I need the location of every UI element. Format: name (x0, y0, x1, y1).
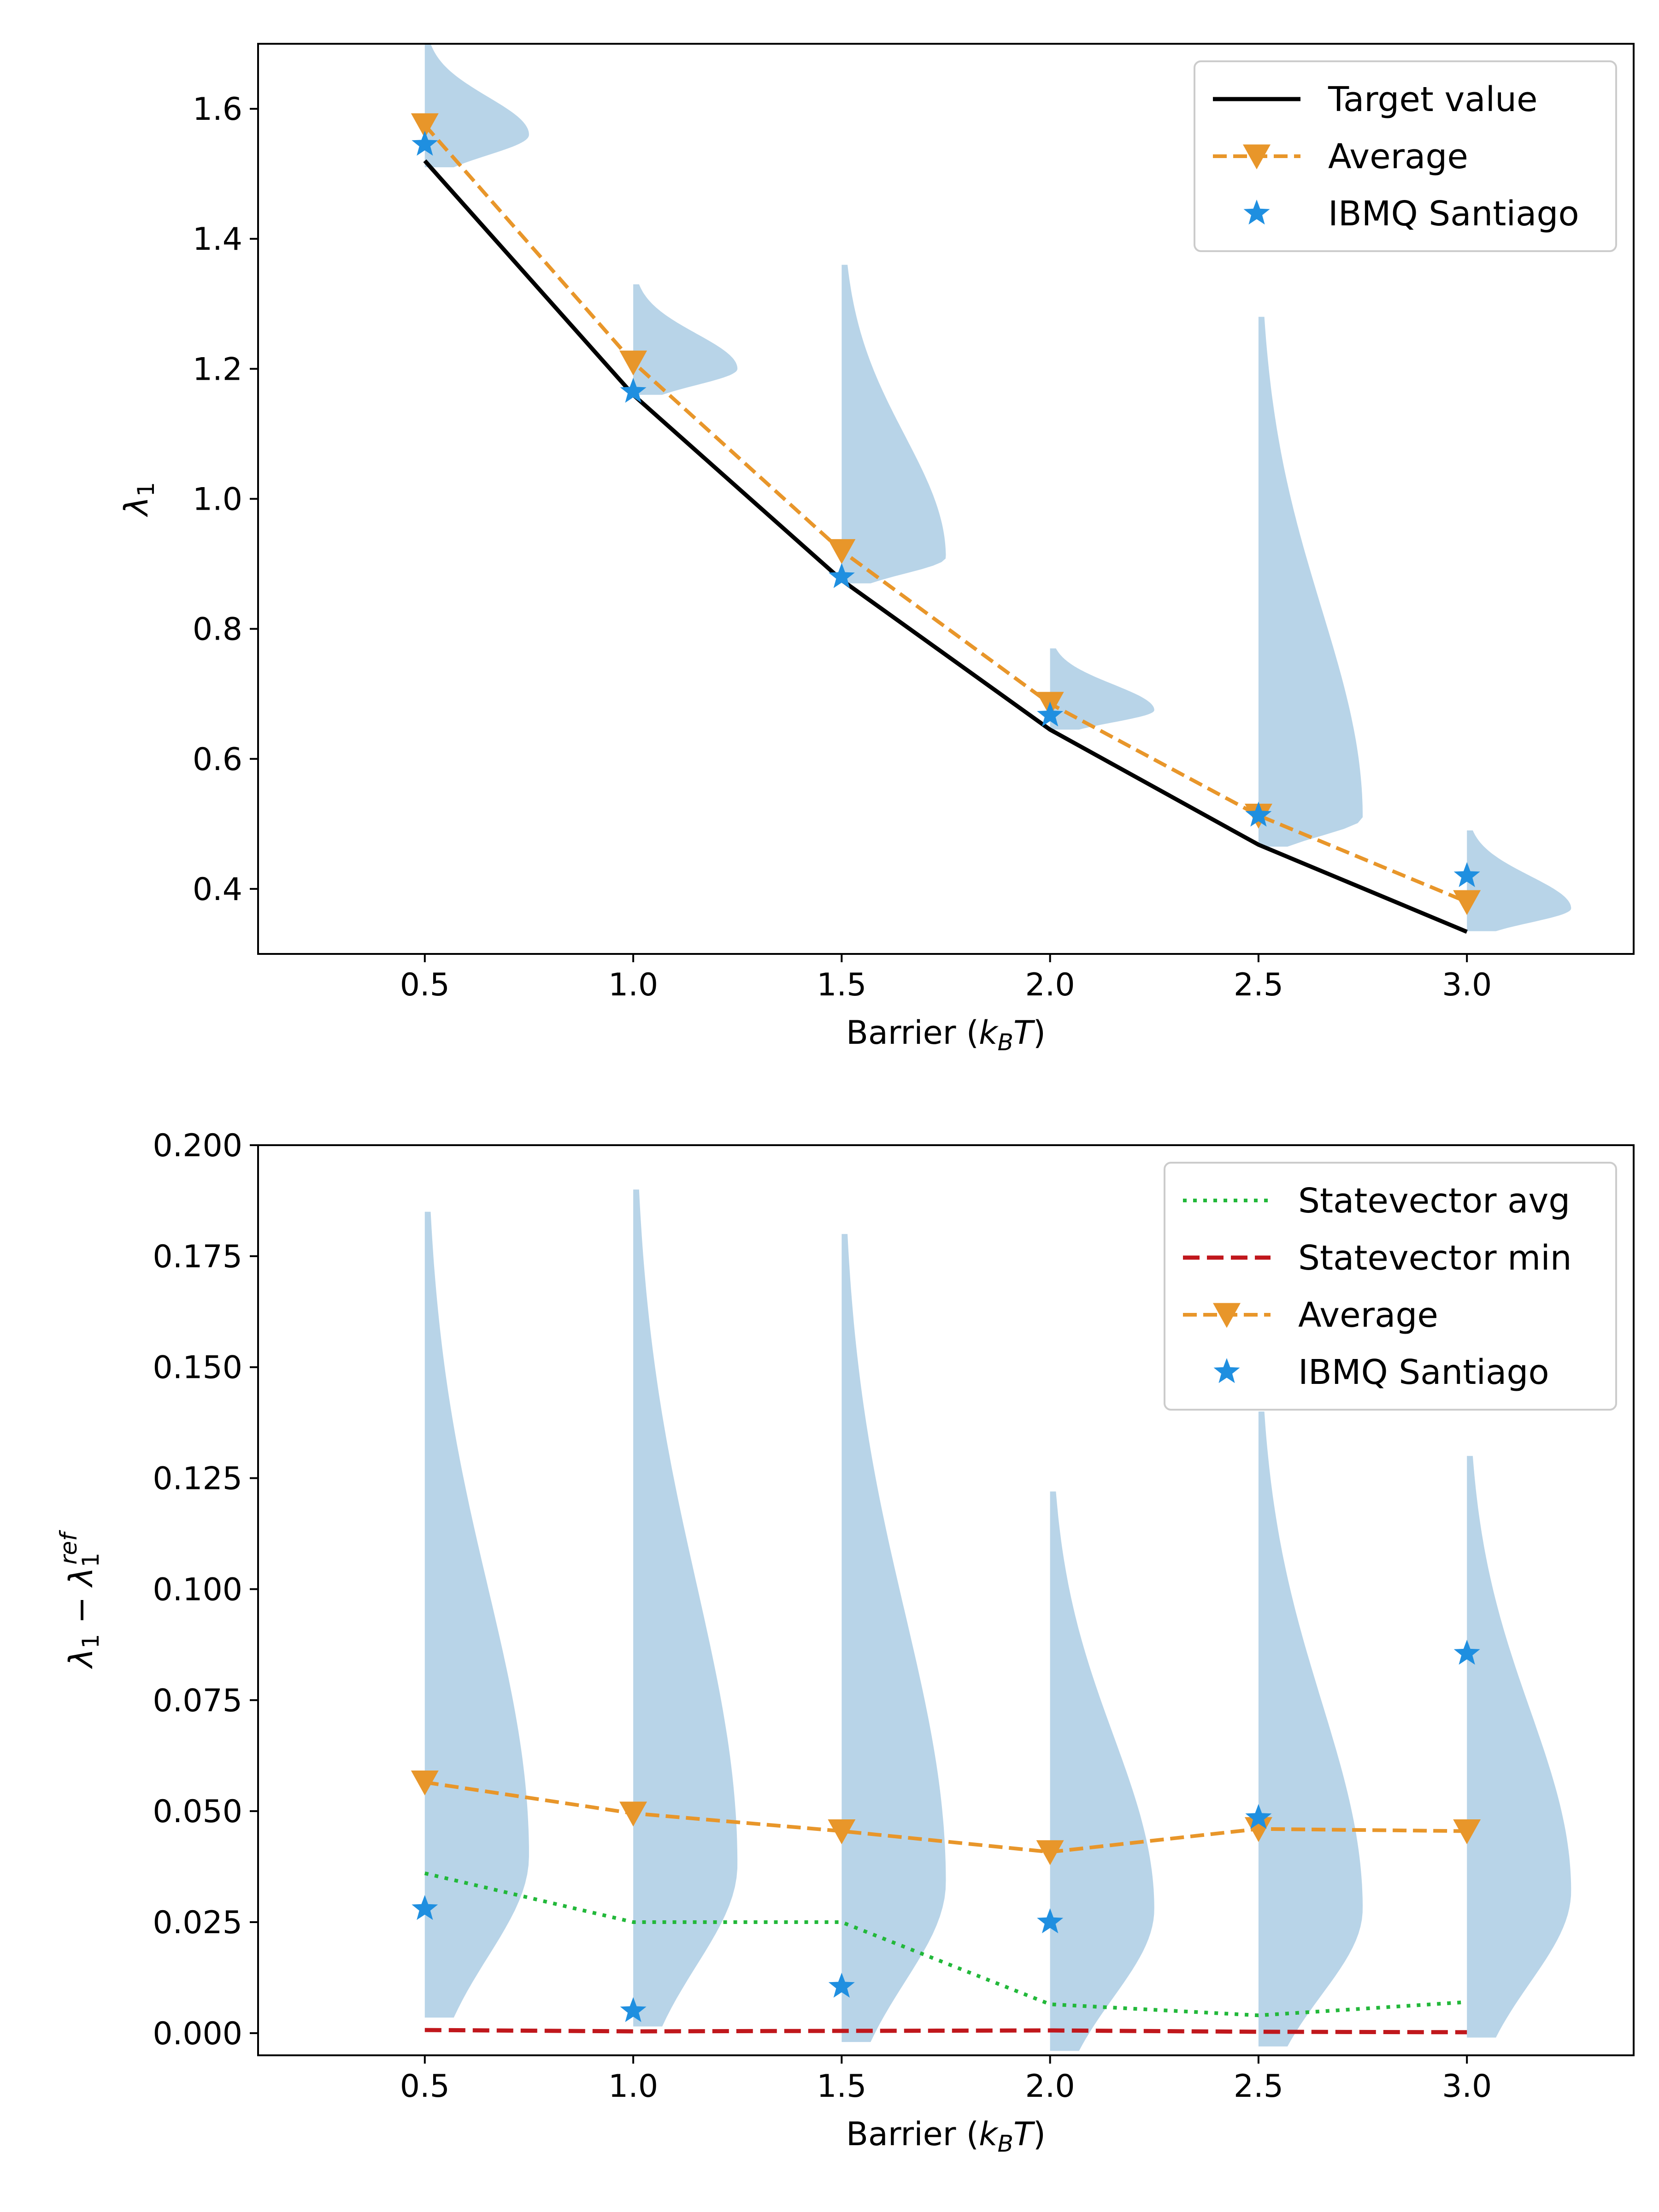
series-marker (620, 377, 647, 403)
y-tick-label: 1.4 (193, 221, 242, 258)
series-marker (828, 1972, 855, 1998)
y-axis-label: λ1 − λ1ref (55, 1530, 104, 1670)
series-marker (828, 563, 855, 588)
legend-marker (1243, 144, 1271, 170)
y-tick-label: 0.150 (153, 1350, 242, 1386)
series-marker (1453, 862, 1480, 887)
violin (1050, 648, 1154, 730)
legend-marker (1243, 200, 1270, 225)
series-marker (619, 350, 647, 376)
violin (424, 1212, 529, 2018)
x-axis-label: Barrier (kBT) (846, 1014, 1046, 1056)
y-tick-label: 0.125 (153, 1461, 242, 1497)
y-tick-label: 0.050 (153, 1794, 242, 1830)
bottom-plot-lambda1-difference: 0.5 1.0 1.5 2.0 2.5 3.0 0.000 0.025 0.050 0.075 0.… (55, 1128, 1635, 2157)
violin (1467, 830, 1571, 931)
legend-label: Statevector avg (1298, 1181, 1570, 1221)
legend-label: IBMQ Santiago (1298, 1353, 1549, 1392)
legend-label: IBMQ Santiago (1328, 194, 1579, 234)
x-tick-label: 1.0 (608, 2068, 658, 2105)
series-line (424, 2028, 1467, 2035)
y-tick-label: 0.200 (153, 1128, 242, 1164)
x-tick-label: 1.0 (608, 967, 658, 1003)
series-marker (828, 1819, 856, 1844)
x-tick-label: 0.5 (400, 2068, 450, 2105)
series-line (423, 159, 1468, 934)
series-marker (620, 1997, 647, 2022)
x-tick-label: 2.5 (1234, 967, 1283, 1003)
x-tick-label: 3.0 (1442, 967, 1492, 1003)
legend-label: Statevector min (1298, 1238, 1572, 1278)
legend-label: Target value (1328, 80, 1538, 119)
x-tick-label: 3.0 (1442, 2068, 1492, 2105)
top-plot-lambda1: 0.5 1.0 1.5 2.0 2.5 3.0 0.4 0.6 0.8 1.0 1.2 1.4 1.6 B… (118, 43, 1635, 1056)
legend-marker (1213, 1358, 1240, 1383)
violin (1467, 1456, 1571, 2038)
series-marker (1036, 1840, 1064, 1865)
series-marker (1037, 701, 1064, 727)
violin (1050, 1491, 1154, 2051)
y-tick-label: 0.4 (193, 871, 242, 908)
series-marker (1453, 890, 1481, 915)
violin (633, 1189, 738, 2027)
violin (1258, 1412, 1363, 2047)
violin (1258, 317, 1363, 847)
legend: Statevector avg Statevector min Average IBM… (1164, 1162, 1617, 1411)
series-marker (828, 539, 856, 564)
y-tick-label: 0.8 (193, 612, 242, 648)
legend: Target value Average IBMQ Santiago (1194, 60, 1617, 252)
legend-label: Average (1298, 1295, 1438, 1335)
violin (424, 44, 529, 167)
y-tick-label: 1.0 (193, 482, 242, 518)
y-tick-label: 1.2 (193, 351, 242, 388)
series-marker (619, 1801, 647, 1827)
legend-box (1194, 60, 1617, 252)
violin (633, 284, 738, 395)
plot-area (411, 1189, 1571, 2051)
x-tick-label: 2.0 (1025, 2068, 1075, 2105)
y-tick-label: 0.000 (153, 2016, 242, 2052)
plot-area (411, 44, 1571, 934)
y-tick-label: 0.025 (153, 1905, 242, 1941)
x-tick-label: 0.5 (400, 967, 450, 1003)
y-axis-label: λ1 (118, 482, 159, 518)
series-marker (411, 1771, 439, 1795)
legend-label: Average (1328, 137, 1468, 176)
x-tick-label: 1.5 (817, 2068, 866, 2105)
series-marker (412, 130, 438, 156)
series-line (424, 1780, 1467, 1854)
series-marker (1245, 1804, 1272, 1829)
y-tick-label: 0.6 (193, 741, 242, 778)
series-marker (1453, 1640, 1480, 1665)
x-tick-label: 1.5 (817, 967, 866, 1003)
series-marker (411, 113, 439, 138)
legend-box (1164, 1162, 1617, 1411)
series-marker (1037, 1908, 1064, 1934)
y-tick-label: 0.175 (153, 1239, 242, 1275)
series-marker (1244, 1817, 1272, 1842)
x-axis-label: Barrier (kBT) (846, 2115, 1046, 2157)
series-marker (412, 1895, 438, 1920)
x-tick-label: 2.5 (1234, 2068, 1283, 2105)
series-marker (1453, 1819, 1481, 1844)
x-tick-label: 2.0 (1025, 967, 1075, 1003)
y-tick-label: 1.6 (193, 91, 242, 128)
legend-marker (1213, 1303, 1241, 1328)
y-tick-label: 0.075 (153, 1683, 242, 1719)
series-marker (1245, 801, 1272, 827)
violin (841, 265, 946, 583)
y-tick-label: 0.100 (153, 1571, 242, 1608)
axes-frame (257, 1144, 1635, 2056)
